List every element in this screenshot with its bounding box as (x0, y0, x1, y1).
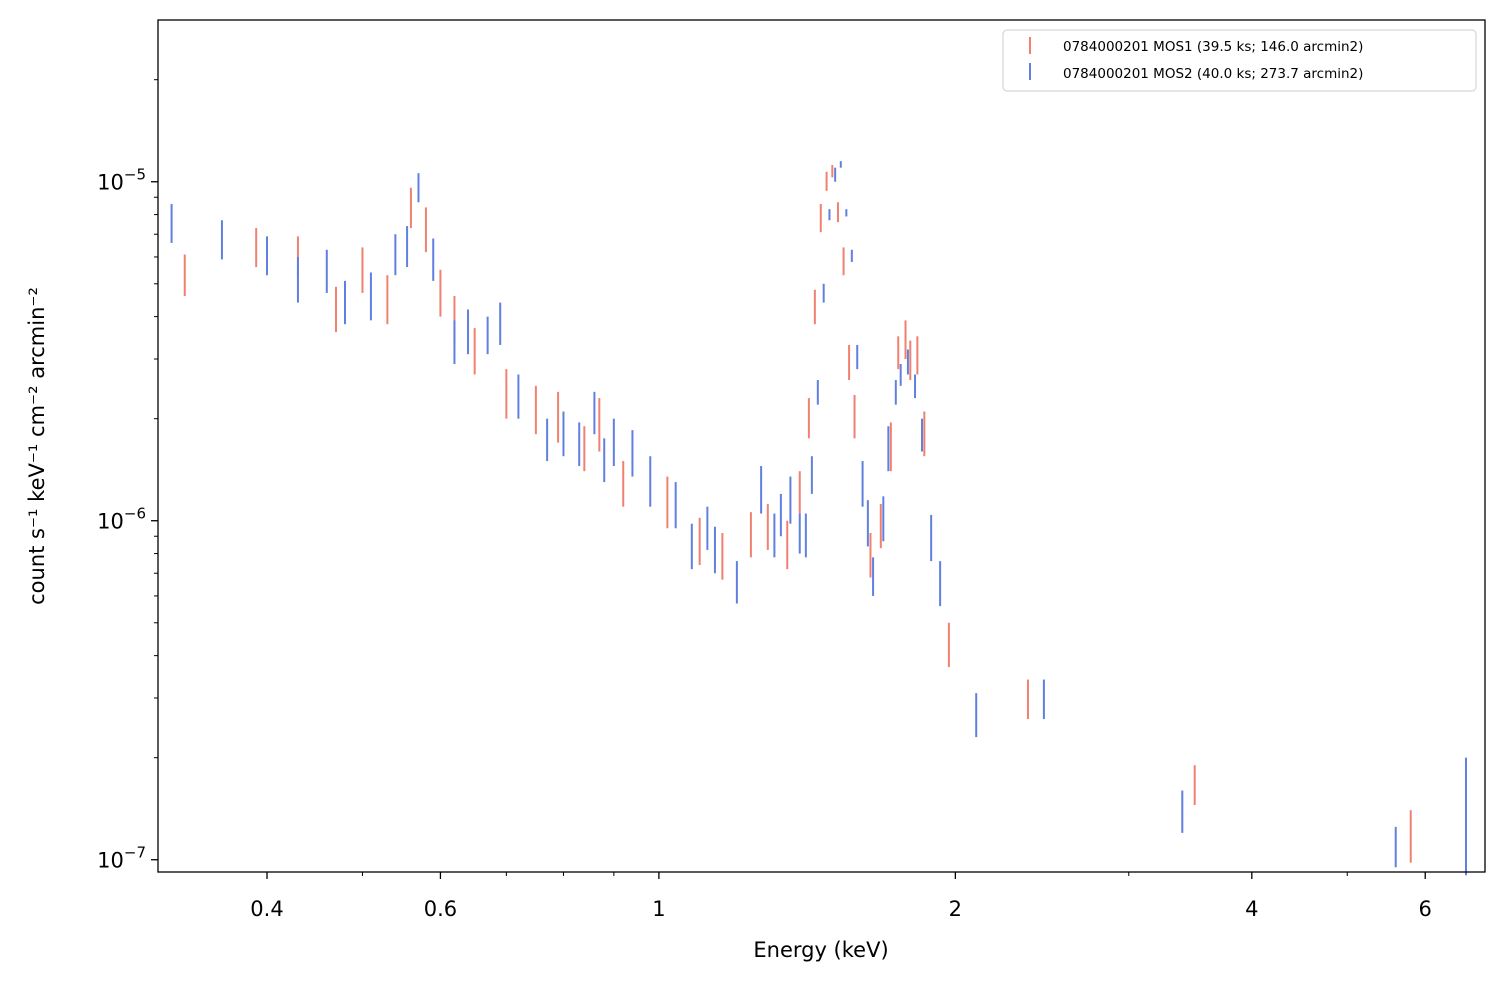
x-axis: 0.4 0.6 1 2 4 6 (250, 872, 1432, 921)
plot-frame (157, 19, 1486, 873)
series-1 (183, 165, 1412, 863)
legend-box (1002, 29, 1477, 92)
legend-label-mos2: 0784000201 MOS2 (40.0 ks; 273.7 arcmin2) (1063, 66, 1363, 82)
y-tick-label: 10−5 (97, 166, 146, 195)
legend: 0784000201 MOS1 (39.5 ks; 146.0 arcmin2)… (1002, 29, 1477, 92)
x-tick-label: 0.4 (250, 897, 283, 921)
x-tick-label: 0.6 (424, 897, 457, 921)
x-tick-label: 1 (652, 897, 665, 921)
series-2 (170, 161, 1467, 876)
x-tick-label: 2 (949, 897, 962, 921)
legend-label-mos1: 0784000201 MOS1 (39.5 ks; 146.0 arcmin2) (1063, 39, 1363, 55)
data-marks (170, 161, 1467, 876)
y-axis-label: count s⁻¹ keV⁻¹ cm⁻² arcmin⁻² (25, 287, 49, 605)
x-tick-label: 6 (1419, 897, 1432, 921)
x-tick-label: 4 (1245, 897, 1258, 921)
x-axis-label: Energy (keV) (753, 938, 888, 962)
